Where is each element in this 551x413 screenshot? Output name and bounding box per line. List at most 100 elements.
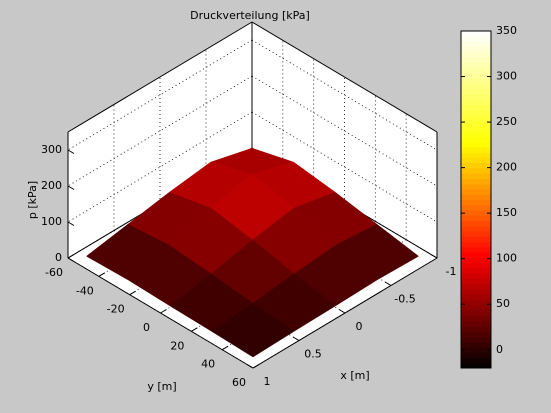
colorbar-tick-label: 50	[496, 297, 510, 310]
colorbar-step	[461, 341, 491, 348]
colorbar-step	[461, 152, 491, 158]
colorbar-step	[461, 41, 491, 48]
colorbar-step	[461, 225, 491, 232]
colorbar-step	[461, 52, 491, 58]
colorbar-step	[461, 241, 491, 248]
colorbar-step	[461, 325, 491, 332]
back-wall-x	[252, 22, 437, 258]
colorbar-step	[461, 215, 491, 222]
y-tick-label: 20	[170, 339, 184, 352]
colorbar-step	[461, 331, 491, 337]
colorbar-step	[461, 73, 491, 79]
surface-patch	[210, 302, 295, 358]
y-tick-label: 60	[232, 376, 246, 389]
colorbar-step	[461, 99, 491, 106]
colorbar-step	[461, 173, 491, 179]
x-tick	[292, 336, 300, 341]
z-tick	[67, 221, 75, 226]
colorbar-step	[461, 125, 491, 132]
colorbar-step	[461, 231, 491, 237]
colorbar-step	[461, 352, 491, 358]
colorbar-step	[461, 136, 491, 143]
colorbar-step	[461, 67, 491, 74]
colorbar-step	[461, 336, 491, 343]
y-tick-label: -40	[76, 284, 94, 297]
y-axis-label: y [m]	[147, 380, 176, 393]
x-tick-label: 0.5	[304, 348, 322, 361]
colorbar-step	[461, 310, 491, 316]
y-tick	[67, 254, 75, 259]
colorbar-step	[461, 236, 491, 243]
y-tick	[129, 290, 136, 296]
colorbar-step	[461, 304, 491, 311]
y-tick-label: -20	[107, 303, 125, 316]
colorbar-step	[461, 31, 491, 37]
colorbar-step	[461, 120, 491, 127]
axis-line	[67, 21, 253, 133]
colorbar-step	[461, 178, 491, 185]
colorbar-step	[461, 267, 491, 274]
colorbar-step	[461, 36, 491, 43]
x-tick	[246, 364, 254, 369]
y-tick	[160, 309, 167, 314]
colorbar-step	[461, 315, 491, 322]
colorbar-tick-label: 300	[496, 70, 517, 83]
colorbar-step	[461, 320, 491, 327]
colorbar-step	[461, 357, 491, 364]
x-tick	[384, 281, 392, 286]
colorbar-step	[461, 88, 491, 95]
y-tick-label: 0	[143, 321, 150, 334]
z-tick-label: 300	[41, 143, 62, 156]
x-axis-label: x [m]	[340, 369, 369, 382]
colorbar-step	[461, 115, 491, 122]
colorbar-step	[461, 46, 491, 53]
colorbar-step	[461, 278, 491, 285]
colorbar-step	[461, 146, 491, 153]
colorbar-step	[461, 62, 491, 69]
y-tick	[191, 327, 198, 332]
colorbar-tick-label: 350	[496, 24, 517, 37]
axis-line	[251, 21, 438, 133]
colorbar-step	[461, 220, 491, 227]
x-tick-label: -1	[446, 265, 457, 278]
z-tick-label: 100	[41, 215, 62, 228]
colorbar-step	[461, 199, 491, 206]
colorbar-tick-label: 0	[496, 343, 503, 356]
colorbar-step	[461, 262, 491, 269]
z-tick	[67, 149, 75, 154]
z-tick-label: 200	[41, 179, 62, 192]
colorbar-step	[461, 167, 491, 174]
colorbar-step	[461, 246, 491, 253]
colorbar-step	[461, 289, 491, 295]
colorbar-step	[461, 188, 491, 195]
colorbar-step	[461, 252, 491, 258]
x-tick-label: 0	[356, 320, 363, 333]
x-tick-label: 1	[264, 375, 271, 388]
y-tick	[252, 364, 260, 369]
z-axis-label: p [kPa]	[26, 181, 39, 219]
y-tick	[221, 345, 229, 351]
colorbar-step	[461, 257, 491, 264]
colorbar-step	[461, 183, 491, 190]
colorbar-step	[461, 210, 491, 216]
colorbar-step	[461, 78, 491, 85]
colorbar-tick-label: 200	[496, 161, 517, 174]
colorbar-step	[461, 131, 491, 137]
z-tick	[67, 257, 75, 262]
z-tick-label: 0	[55, 251, 62, 264]
x-tick	[430, 254, 438, 259]
colorbar-step	[461, 346, 491, 353]
colorbar-step	[461, 162, 491, 169]
y-tick-label: 40	[201, 358, 215, 371]
y-tick-label: -60	[45, 266, 63, 279]
x-tick	[338, 309, 346, 314]
colorbar-step	[461, 299, 491, 306]
colorbar-step	[461, 204, 491, 211]
colorbar-step	[461, 273, 491, 279]
colorbar-step	[461, 94, 491, 100]
x-tick-label: -0.5	[394, 293, 415, 306]
y-tick	[98, 272, 106, 277]
colorbar-frame	[460, 30, 492, 369]
colorbar-tick-label: 100	[496, 252, 517, 265]
